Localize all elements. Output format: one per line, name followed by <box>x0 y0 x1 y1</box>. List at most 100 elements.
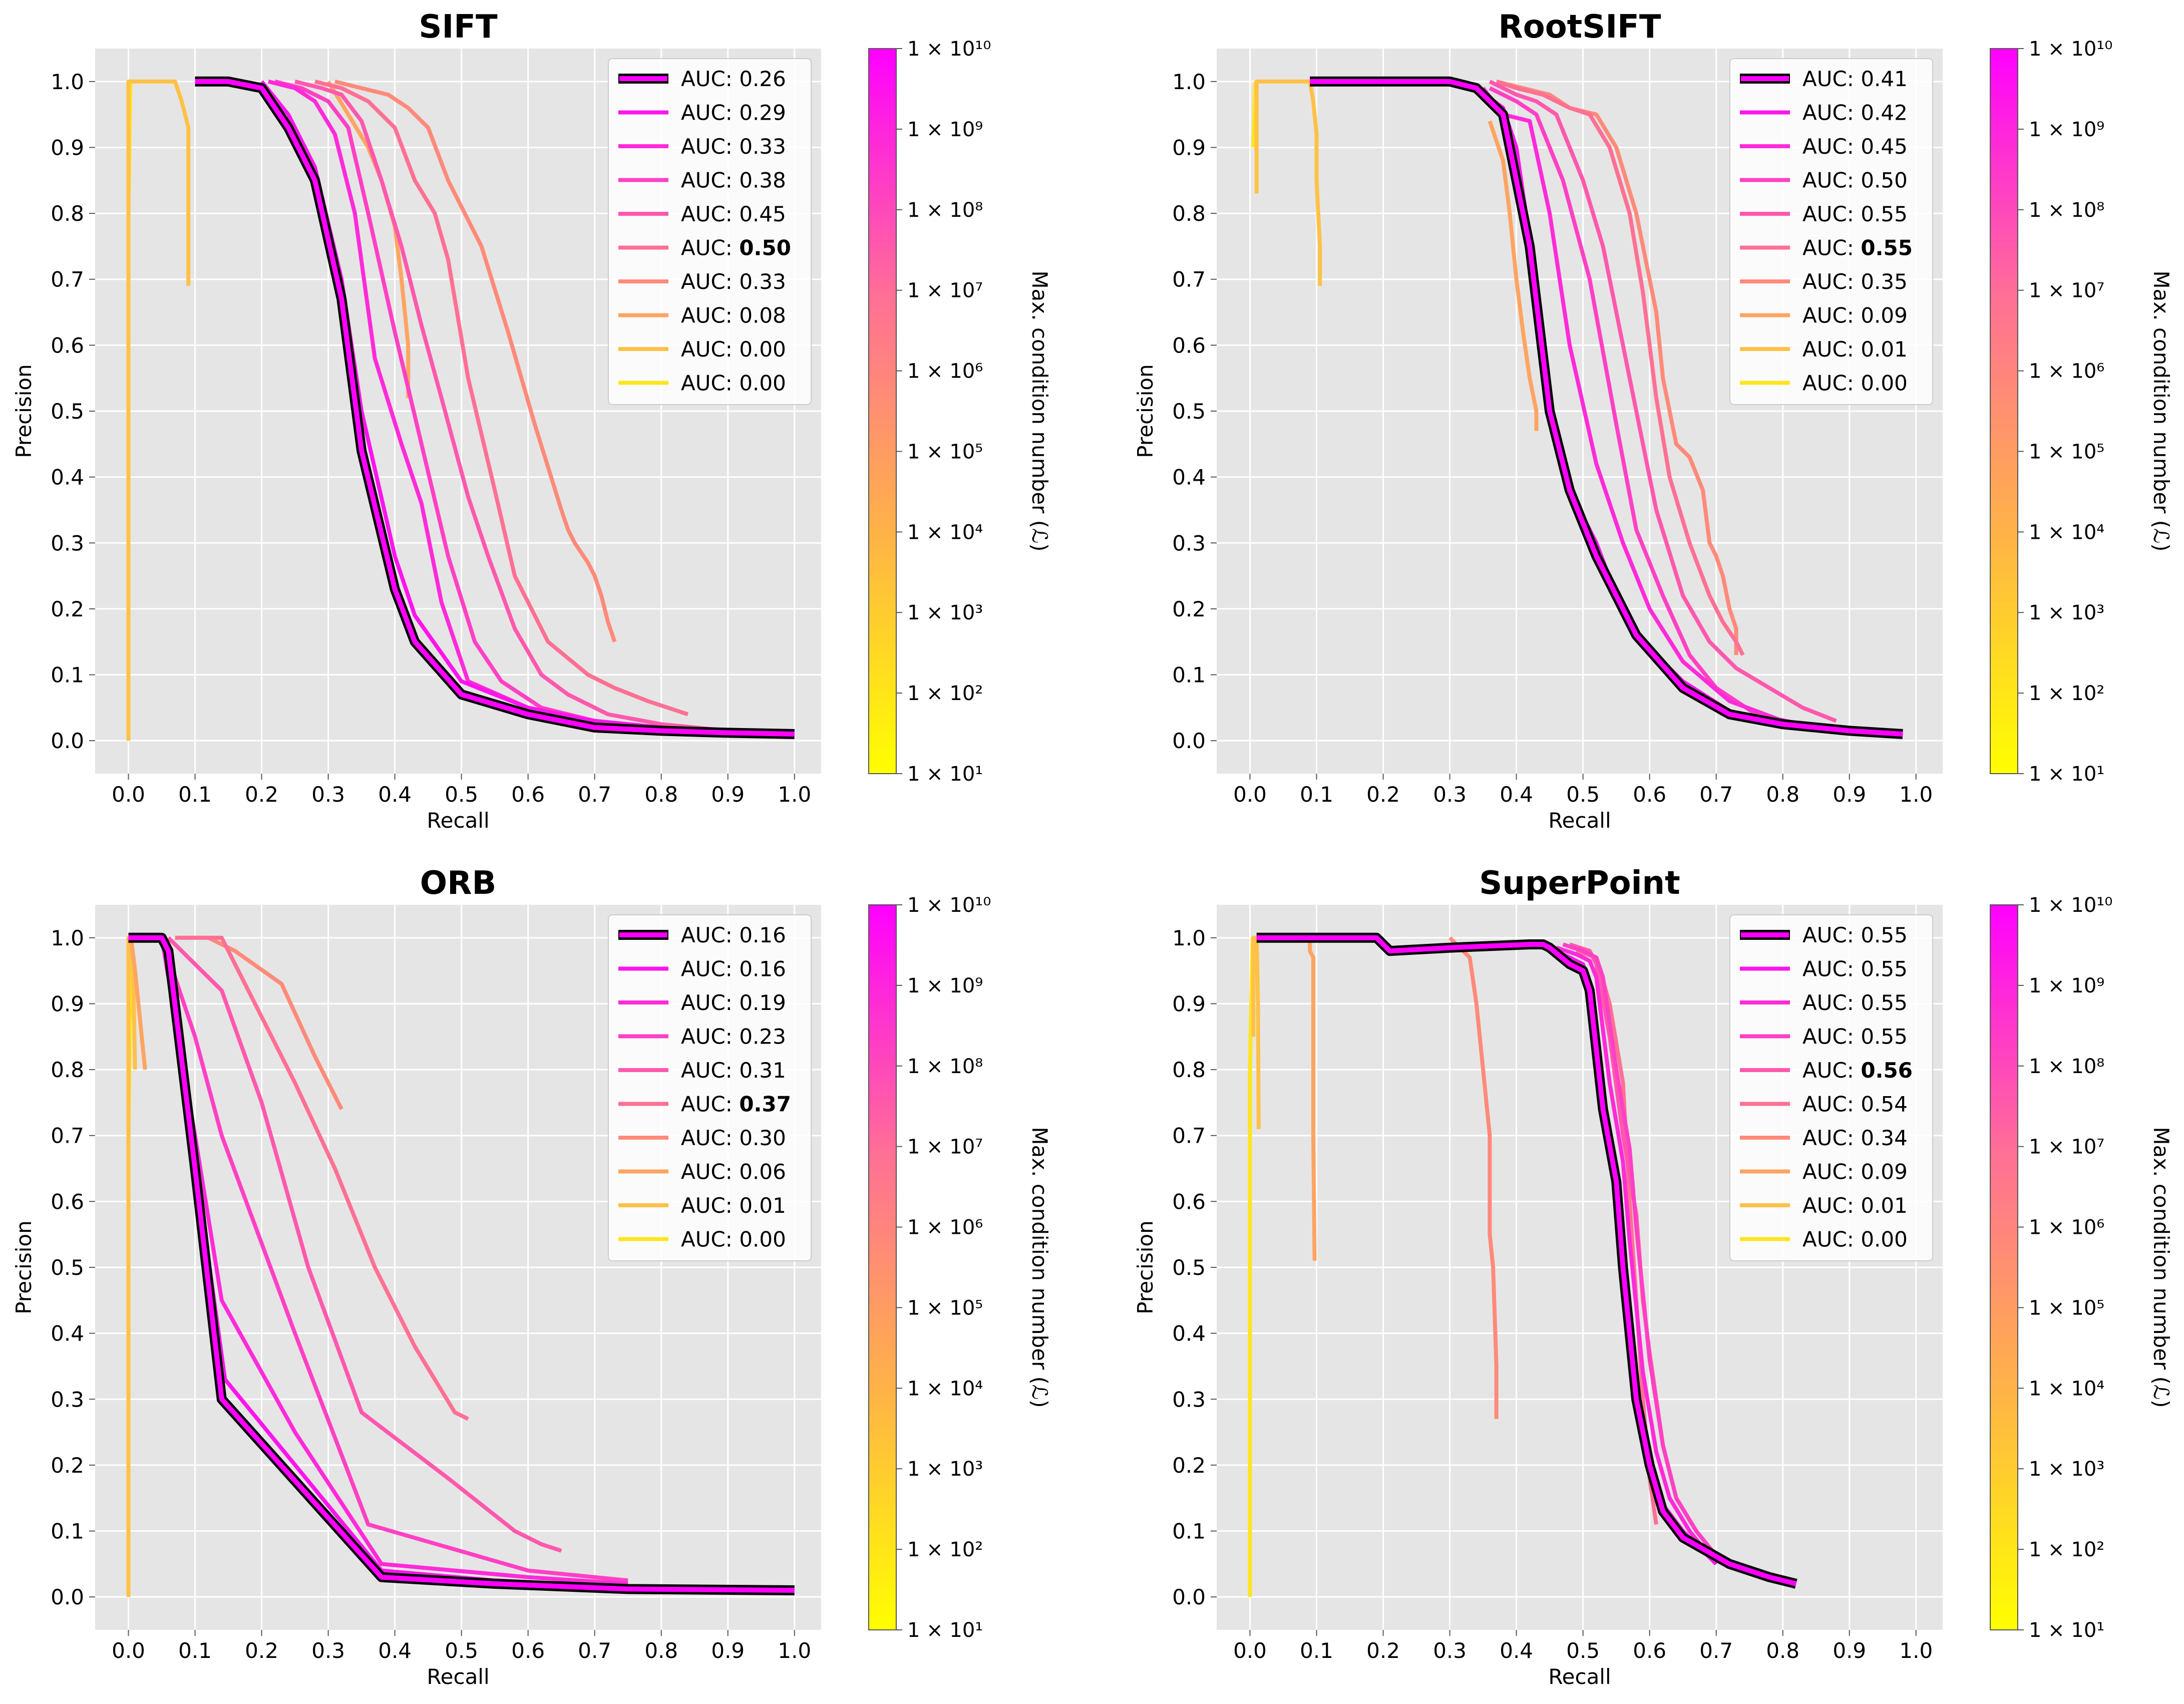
chart-orb-legend-value-5: 0.37 <box>739 1092 791 1117</box>
chart-superpoint-legend-label-8: AUC: <box>1802 1193 1861 1218</box>
chart-sift-legend-label-7: AUC: <box>681 303 739 328</box>
chart-sift-colorbar-bar <box>868 48 897 774</box>
chart-rootsift-legend-label-7: AUC: <box>1802 303 1861 328</box>
chart-orb-xtick-label-4: 0.4 <box>378 1638 412 1663</box>
chart-rootsift-legend-value-8: 0.01 <box>1861 337 1908 362</box>
chart-orb-colorbar-tick-label-7: 1 × 10⁸ <box>907 1055 983 1078</box>
chart-rootsift-xtick-label-8: 0.8 <box>1766 782 1799 807</box>
chart-orb-colorbar: 1 × 10¹ 1 × 10² 1 × 10³ 1 × 10⁴ 1 × 10⁵ 1 × 1… <box>868 894 1052 1642</box>
chart-rootsift-xtick-label-9: 0.9 <box>1833 782 1866 807</box>
chart-orb-legend-entry-0: AUC: 0.16 <box>681 923 786 947</box>
chart-sift-ytick-label-4: 0.4 <box>51 465 84 490</box>
chart-rootsift-series-8-line <box>1254 79 1322 286</box>
chart-sift-legend-label-6: AUC: <box>681 269 739 294</box>
chart-sift-legend-value-9: 0.00 <box>739 371 786 396</box>
chart-rootsift-legend-entry-1: AUC: 0.42 <box>1802 101 1908 125</box>
chart-orb-legend-label-5: AUC: <box>681 1092 739 1117</box>
chart-superpoint-title: SuperPoint <box>1479 865 1680 902</box>
chart-orb-legend-value-7: 0.06 <box>739 1160 786 1184</box>
chart-superpoint-legend-value-8: 0.01 <box>1861 1193 1908 1218</box>
chart-rootsift-ylabel: Precision <box>1133 364 1158 458</box>
chart-orb-legend-entry-5: AUC: 0.37 <box>681 1092 791 1117</box>
chart-rootsift-ytick-label-4: 0.4 <box>1172 465 1206 490</box>
chart-sift-legend-value-7: 0.08 <box>739 303 786 328</box>
chart-orb-ytick-label-4: 0.4 <box>51 1321 84 1346</box>
chart-rootsift-ytick-label-9: 0.9 <box>1172 135 1206 160</box>
chart-orb-legend-label-0: AUC: <box>681 923 739 947</box>
chart-orb-xtick-label-0: 0.0 <box>112 1638 145 1663</box>
chart-orb-legend-entry-6: AUC: 0.30 <box>681 1126 786 1150</box>
chart-orb-colorbar-tick-label-8: 1 × 10⁹ <box>907 974 983 997</box>
chart-superpoint-colorbar: 1 × 10¹ 1 × 10² 1 × 10³ 1 × 10⁴ 1 × 10⁵ 1 × 1… <box>1990 894 2173 1642</box>
chart-sift-xtick-label-1: 0.1 <box>178 782 212 807</box>
chart-sift-colorbar-tick-label-2: 1 × 10³ <box>907 601 983 624</box>
chart-superpoint-legend-value-2: 0.55 <box>1861 990 1908 1015</box>
chart-superpoint-colorbar-tick-label-3: 1 × 10⁴ <box>2029 1377 2104 1400</box>
chart-superpoint-legend-entry-6: AUC: 0.34 <box>1802 1126 1908 1150</box>
chart-orb-series-group <box>126 932 795 1597</box>
chart-sift-series-6-line <box>334 79 617 642</box>
chart-rootsift-series-5-line <box>1496 80 1745 656</box>
chart-rootsift-legend-value-7: 0.09 <box>1861 303 1908 328</box>
chart-rootsift-colorbar-tick-label-6: 1 × 10⁷ <box>2029 279 2104 302</box>
chart-sift-colorbar-tick-label-5: 1 × 10⁶ <box>907 360 983 383</box>
chart-superpoint-legend-value-3: 0.55 <box>1861 1025 1908 1049</box>
chart-superpoint-xlabel: Recall <box>1548 1664 1611 1689</box>
chart-rootsift-legend-value-1: 0.42 <box>1861 101 1908 125</box>
chart-superpoint-legend-label-5: AUC: <box>1802 1092 1861 1117</box>
chart-orb-legend-label-8: AUC: <box>681 1193 739 1218</box>
chart-superpoint-colorbar-tick-label-2: 1 × 10³ <box>2029 1458 2104 1481</box>
chart-rootsift-xtick-label-4: 0.4 <box>1500 782 1533 807</box>
chart-superpoint-xtick-label-5: 0.5 <box>1566 1638 1600 1663</box>
chart-sift-legend-entry-1: AUC: 0.29 <box>681 101 786 125</box>
chart-sift-ytick-label-8: 0.8 <box>51 201 84 226</box>
chart-orb-ytick-label-8: 0.8 <box>51 1058 84 1082</box>
chart-superpoint-ytick-label-6: 0.6 <box>1172 1189 1206 1214</box>
chart-orb-ytick-label-3: 0.3 <box>51 1387 84 1412</box>
chart-superpoint-xtick-label-6: 0.6 <box>1633 1638 1666 1663</box>
chart-orb-ytick-label-5: 0.5 <box>51 1255 84 1280</box>
chart-rootsift-xlabel: Recall <box>1548 808 1611 833</box>
chart-superpoint-ytick-label-10: 1.0 <box>1172 926 1206 950</box>
chart-sift-xtick-label-3: 0.3 <box>311 782 345 807</box>
chart-sift-xtick-label-0: 0.0 <box>112 782 145 807</box>
chart-orb-colorbar-tick-label-9: 1 × 10¹⁰ <box>907 894 991 917</box>
chart-rootsift-legend-value-0: 0.41 <box>1861 67 1908 91</box>
chart-superpoint-colorbar-tick-label-6: 1 × 10⁷ <box>2029 1136 2104 1159</box>
chart-orb-series-3-line <box>160 937 628 1583</box>
chart-orb-legend-entry-9: AUC: 0.00 <box>681 1227 786 1252</box>
chart-superpoint-colorbar-tick-label-1: 1 × 10² <box>2029 1538 2104 1561</box>
chart-orb-ytick-label-2: 0.2 <box>51 1453 84 1478</box>
chart-orb-legend-value-9: 0.00 <box>739 1227 786 1252</box>
chart-superpoint-xtick-label-10: 1.0 <box>1899 1638 1933 1663</box>
chart-rootsift-series-4-line <box>1489 80 1837 723</box>
chart-orb-colorbar-tick-label-5: 1 × 10⁶ <box>907 1216 983 1239</box>
chart-orb-colorbar-tick-label-0: 1 × 10¹ <box>907 1619 983 1642</box>
chart-orb-colorbar-tick-label-6: 1 × 10⁷ <box>907 1136 983 1159</box>
chart-sift-ytick-label-6: 0.6 <box>51 333 84 358</box>
chart-superpoint-xtick-label-0: 0.0 <box>1233 1638 1267 1663</box>
chart-sift-colorbar-tick-label-1: 1 × 10² <box>907 682 983 705</box>
chart-sift-series-0-line <box>195 79 795 737</box>
chart-rootsift: 0.0 0.1 0.2 0.3 0.4 0.5 0.6 0.7 0.8 0.9 1.0 0.0 0.1 0… <box>1133 9 2173 833</box>
chart-rootsift-colorbar-tick-label-2: 1 × 10³ <box>2029 601 2104 624</box>
chart-sift-legend-entry-0: AUC: 0.26 <box>681 67 786 91</box>
chart-sift-legend-label-5: AUC: <box>681 236 739 260</box>
chart-rootsift-ytick-label-2: 0.2 <box>1172 597 1206 621</box>
chart-sift-legend-label-8: AUC: <box>681 337 739 362</box>
chart-sift-legend-entry-2: AUC: 0.33 <box>681 134 786 159</box>
chart-superpoint-legend-label-7: AUC: <box>1802 1160 1861 1184</box>
chart-rootsift-ytick-label-3: 0.3 <box>1172 531 1206 555</box>
chart-superpoint-ytick-label-1: 0.1 <box>1172 1519 1206 1544</box>
chart-superpoint-xtick-label-8: 0.8 <box>1766 1638 1799 1663</box>
chart-orb-legend-value-8: 0.01 <box>739 1193 786 1218</box>
chart-superpoint-ytick-label-4: 0.4 <box>1172 1321 1206 1346</box>
chart-rootsift-legend-label-2: AUC: <box>1802 134 1861 159</box>
chart-sift-colorbar-tick-label-6: 1 × 10⁷ <box>907 279 983 302</box>
chart-rootsift-legend-value-9: 0.00 <box>1861 371 1908 396</box>
chart-orb-series-5-line <box>175 935 469 1421</box>
chart-rootsift-legend-value-4: 0.55 <box>1861 202 1908 226</box>
